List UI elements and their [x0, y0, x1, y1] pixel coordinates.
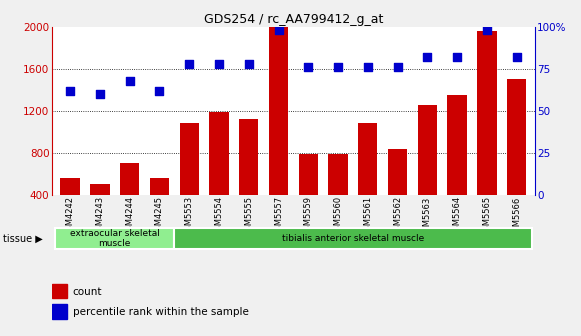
Bar: [328, 154, 348, 195]
Text: tissue ▶: tissue ▶: [3, 234, 42, 244]
Bar: [209, 112, 229, 195]
Point: [155, 88, 164, 93]
Bar: [60, 178, 80, 195]
Point: [423, 54, 432, 60]
Text: count: count: [73, 287, 102, 296]
Bar: [120, 163, 139, 195]
Bar: [477, 31, 497, 195]
Point: [125, 78, 134, 83]
Bar: [180, 124, 199, 195]
Point: [512, 54, 521, 60]
Bar: [299, 154, 318, 195]
Point: [363, 65, 372, 70]
Bar: [418, 104, 437, 195]
Text: tibialis anterior skeletal muscle: tibialis anterior skeletal muscle: [282, 234, 424, 243]
Point: [185, 61, 194, 67]
Bar: [150, 178, 169, 195]
Bar: [174, 228, 532, 249]
Bar: [52, 284, 67, 298]
Title: GDS254 / rc_AA799412_g_at: GDS254 / rc_AA799412_g_at: [204, 13, 383, 26]
Bar: [269, 27, 288, 195]
Bar: [447, 95, 467, 195]
Bar: [388, 149, 407, 195]
Point: [244, 61, 253, 67]
Bar: [507, 79, 526, 195]
Point: [214, 61, 224, 67]
Text: percentile rank within the sample: percentile rank within the sample: [73, 307, 249, 317]
Point: [66, 88, 75, 93]
Point: [304, 65, 313, 70]
Bar: [358, 124, 378, 195]
Point: [333, 65, 343, 70]
Point: [482, 28, 492, 33]
Bar: [239, 119, 259, 195]
Point: [274, 28, 283, 33]
Text: extraocular skeletal
muscle: extraocular skeletal muscle: [70, 229, 160, 248]
Point: [95, 91, 105, 97]
Bar: [90, 184, 110, 195]
Point: [453, 54, 462, 60]
Bar: [55, 228, 174, 249]
Bar: [52, 304, 67, 319]
Point: [393, 65, 402, 70]
